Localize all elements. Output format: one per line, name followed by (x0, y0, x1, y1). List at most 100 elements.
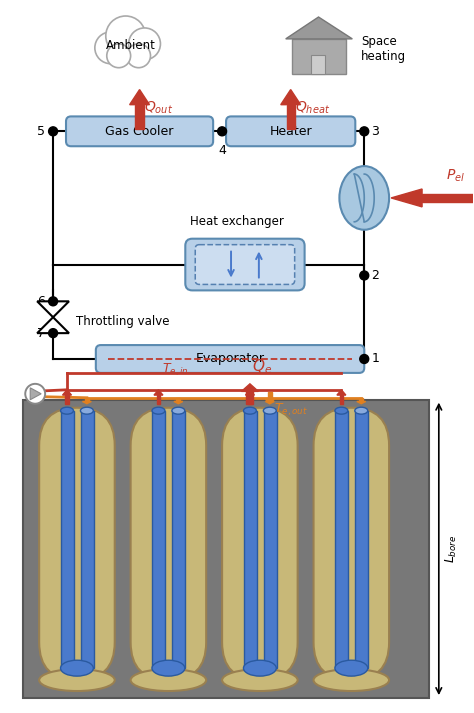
Text: $T_{e,in}$: $T_{e,in}$ (163, 361, 189, 378)
Bar (65, 395, 69, 404)
Ellipse shape (244, 407, 256, 414)
Polygon shape (246, 390, 255, 395)
Circle shape (50, 329, 56, 337)
Bar (85, 398, 89, 401)
Bar (156, 395, 160, 404)
Text: Throttling valve: Throttling valve (76, 314, 169, 328)
Circle shape (49, 127, 57, 135)
Bar (136, 105, 144, 129)
Ellipse shape (264, 407, 276, 414)
Polygon shape (265, 399, 274, 404)
Ellipse shape (335, 407, 348, 414)
Circle shape (128, 28, 161, 60)
FancyBboxPatch shape (96, 345, 364, 373)
Circle shape (49, 329, 57, 338)
Bar (268, 398, 272, 401)
Bar (246, 391, 254, 404)
Text: $Q_{heat}$: $Q_{heat}$ (295, 99, 330, 116)
Polygon shape (241, 384, 258, 391)
Polygon shape (63, 390, 72, 395)
Polygon shape (281, 90, 301, 105)
Text: 7: 7 (37, 327, 45, 339)
Text: Heater: Heater (269, 125, 312, 138)
Bar (286, 105, 295, 129)
Polygon shape (154, 390, 163, 395)
Circle shape (95, 32, 127, 63)
FancyBboxPatch shape (66, 116, 213, 146)
Ellipse shape (131, 670, 206, 691)
FancyBboxPatch shape (131, 408, 206, 680)
Polygon shape (37, 302, 69, 317)
Polygon shape (174, 401, 183, 404)
Text: $P_{el}$: $P_{el}$ (446, 168, 465, 184)
Text: 6: 6 (37, 294, 45, 308)
Text: $T_{e,out}$: $T_{e,out}$ (274, 401, 308, 418)
Bar (176, 398, 180, 401)
FancyBboxPatch shape (226, 116, 356, 146)
Bar (268, 391, 272, 399)
Bar (244, 411, 257, 668)
Polygon shape (337, 390, 346, 395)
FancyBboxPatch shape (39, 408, 115, 680)
Ellipse shape (152, 660, 185, 676)
Text: 1: 1 (371, 352, 379, 366)
Text: 2: 2 (371, 269, 379, 282)
Circle shape (25, 384, 45, 404)
Ellipse shape (61, 660, 93, 676)
Polygon shape (82, 401, 91, 404)
Text: 3: 3 (371, 125, 379, 138)
Circle shape (360, 127, 369, 135)
Polygon shape (265, 401, 274, 404)
FancyBboxPatch shape (185, 239, 305, 290)
Text: $L_{bore}$: $L_{bore}$ (444, 535, 459, 563)
Bar (23, 400, 429, 698)
Circle shape (360, 271, 369, 280)
Ellipse shape (335, 660, 368, 676)
Bar (264, 411, 277, 668)
Text: $Q_{out}$: $Q_{out}$ (144, 99, 173, 116)
Ellipse shape (313, 670, 389, 691)
Ellipse shape (244, 660, 276, 676)
Polygon shape (391, 189, 422, 207)
Text: Gas Cooler: Gas Cooler (105, 125, 174, 138)
Circle shape (50, 298, 56, 304)
FancyBboxPatch shape (222, 408, 298, 680)
Polygon shape (129, 90, 149, 105)
Ellipse shape (152, 407, 165, 414)
Circle shape (106, 16, 146, 56)
Bar (310, 55, 326, 73)
Bar (359, 398, 363, 401)
Text: 5: 5 (37, 125, 45, 138)
Bar (173, 411, 185, 668)
Circle shape (107, 43, 131, 68)
Circle shape (360, 354, 369, 364)
Bar (356, 411, 368, 668)
Ellipse shape (222, 670, 298, 691)
Polygon shape (357, 401, 366, 404)
Ellipse shape (339, 166, 389, 230)
Circle shape (49, 297, 57, 306)
Bar (339, 395, 343, 404)
Circle shape (218, 127, 227, 135)
Text: Ambient: Ambient (106, 39, 155, 52)
Circle shape (127, 43, 151, 68)
Bar (153, 411, 165, 668)
FancyBboxPatch shape (313, 408, 389, 680)
Ellipse shape (39, 670, 115, 691)
FancyBboxPatch shape (195, 245, 295, 284)
Text: Evaporator: Evaporator (196, 352, 264, 366)
Ellipse shape (172, 407, 185, 414)
Bar (248, 395, 252, 404)
Bar (422, 194, 473, 202)
Text: $Q_e$: $Q_e$ (252, 357, 272, 376)
Bar (61, 411, 74, 668)
Polygon shape (286, 17, 352, 39)
Bar (336, 411, 348, 668)
Bar (81, 411, 94, 668)
Polygon shape (30, 388, 41, 400)
Bar (292, 39, 346, 73)
Ellipse shape (61, 407, 73, 414)
Ellipse shape (81, 407, 93, 414)
Text: Heat exchanger: Heat exchanger (190, 215, 284, 227)
Ellipse shape (355, 407, 368, 414)
